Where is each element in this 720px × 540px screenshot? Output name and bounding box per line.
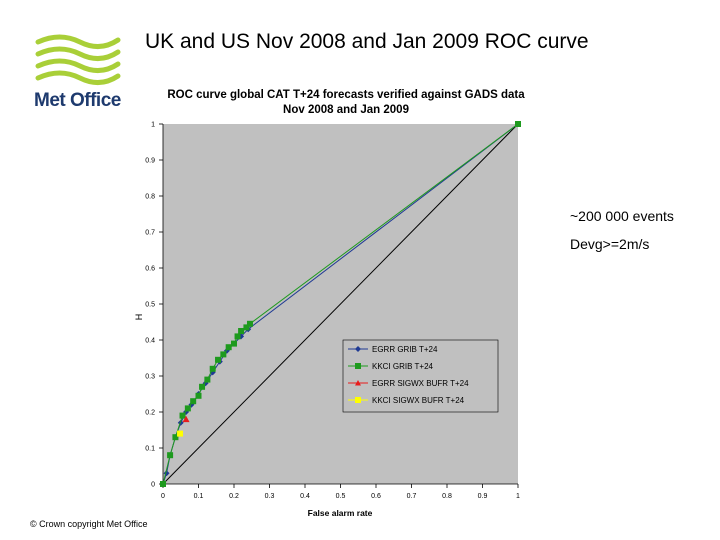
x-tick-label: 0.3 [265,493,275,500]
data-point [234,333,241,340]
x-tick-label: 0.4 [300,493,310,500]
y-tick-label: 0.1 [145,446,155,453]
x-tick-label: 0.8 [442,493,452,500]
data-point [204,376,211,383]
slide-title: UK and US Nov 2008 and Jan 2009 ROC curv… [145,30,589,53]
threshold-note: Devg>=2m/s [570,236,650,252]
x-axis-label: False alarm rate [308,508,373,518]
x-tick-label: 0.5 [336,493,346,500]
events-note: ~200 000 events [570,208,674,224]
data-point [220,351,227,358]
y-tick-label: 0.3 [145,374,155,381]
data-point [215,356,222,363]
brand-name: Met Office [34,90,121,111]
x-tick-label: 0.6 [371,493,381,500]
copyright-text: © Crown copyright Met Office [30,519,148,529]
legend-label: EGRR GRIB T+24 [372,345,438,354]
y-axis-label: H [134,314,144,321]
data-point [243,324,250,331]
data-point [238,328,245,334]
x-tick-label: 0.7 [407,493,417,500]
data-point [179,412,186,419]
data-point [190,398,197,405]
y-tick-label: 0.6 [145,266,155,273]
series-layer [160,121,521,487]
y-tick-label: 0.9 [145,158,155,165]
chart-subtitle: Nov 2008 and Jan 2009 [283,104,409,116]
legend: EGRR GRIB T+24 KKCI GRIB T+24 EGRR SIGWX B… [342,339,499,413]
y-tick-label: 0 [151,482,155,489]
data-point [172,434,179,441]
axes: 0 0.1 0.2 0.3 0.4 0.5 0.6 0.7 0.8 0.9 1 0 0.1 0.2 0.3 0… [145,122,520,501]
legend-label: KKCI GRIB T+24 [372,362,434,371]
data-point [177,430,184,437]
x-tick-label: 0 [161,493,165,500]
data-point [182,415,190,423]
legend-label: EGRR SIGWX BUFR T+24 [372,379,469,388]
legend-box [342,339,499,413]
chart-title: ROC curve global CAT T+24 forecasts veri… [167,89,525,101]
y-tick-label: 0.7 [145,230,155,237]
x-tick-label: 0.1 [194,493,204,500]
legend-label: KKCI SIGWX BUFR T+24 [372,396,465,405]
data-point [160,481,166,487]
y-tick-label: 0.8 [145,194,155,201]
series-group [182,415,190,423]
roc-chart: ROC curve global CAT T+24 forecasts veri… [134,89,525,518]
no-skill-line [162,123,519,485]
series-group [177,430,184,437]
data-point [231,340,237,347]
data-point [199,383,206,390]
legend-swatch-marker [355,363,361,369]
series-group [160,121,521,487]
legend-swatch-marker [355,397,361,403]
data-point [515,121,521,127]
data-point [184,405,191,412]
y-tick-label: 0.4 [145,338,155,345]
legend-swatch-marker [355,380,361,386]
logo-waves-icon [35,34,121,85]
data-point [195,392,202,399]
y-tick-label: 0.2 [145,410,155,417]
y-tick-label: 0.5 [145,302,155,309]
x-tick-label: 0.2 [229,493,239,500]
x-tick-label: 0.9 [478,493,488,500]
data-point [167,452,174,459]
met-office-logo: Met Office [30,30,125,120]
x-tick-label: 1 [516,493,520,500]
data-point [225,344,232,351]
y-tick-label: 1 [151,122,155,129]
legend-swatch-marker [355,346,361,352]
data-point [246,320,253,327]
data-point [209,365,216,372]
diagonal-line [162,123,519,485]
